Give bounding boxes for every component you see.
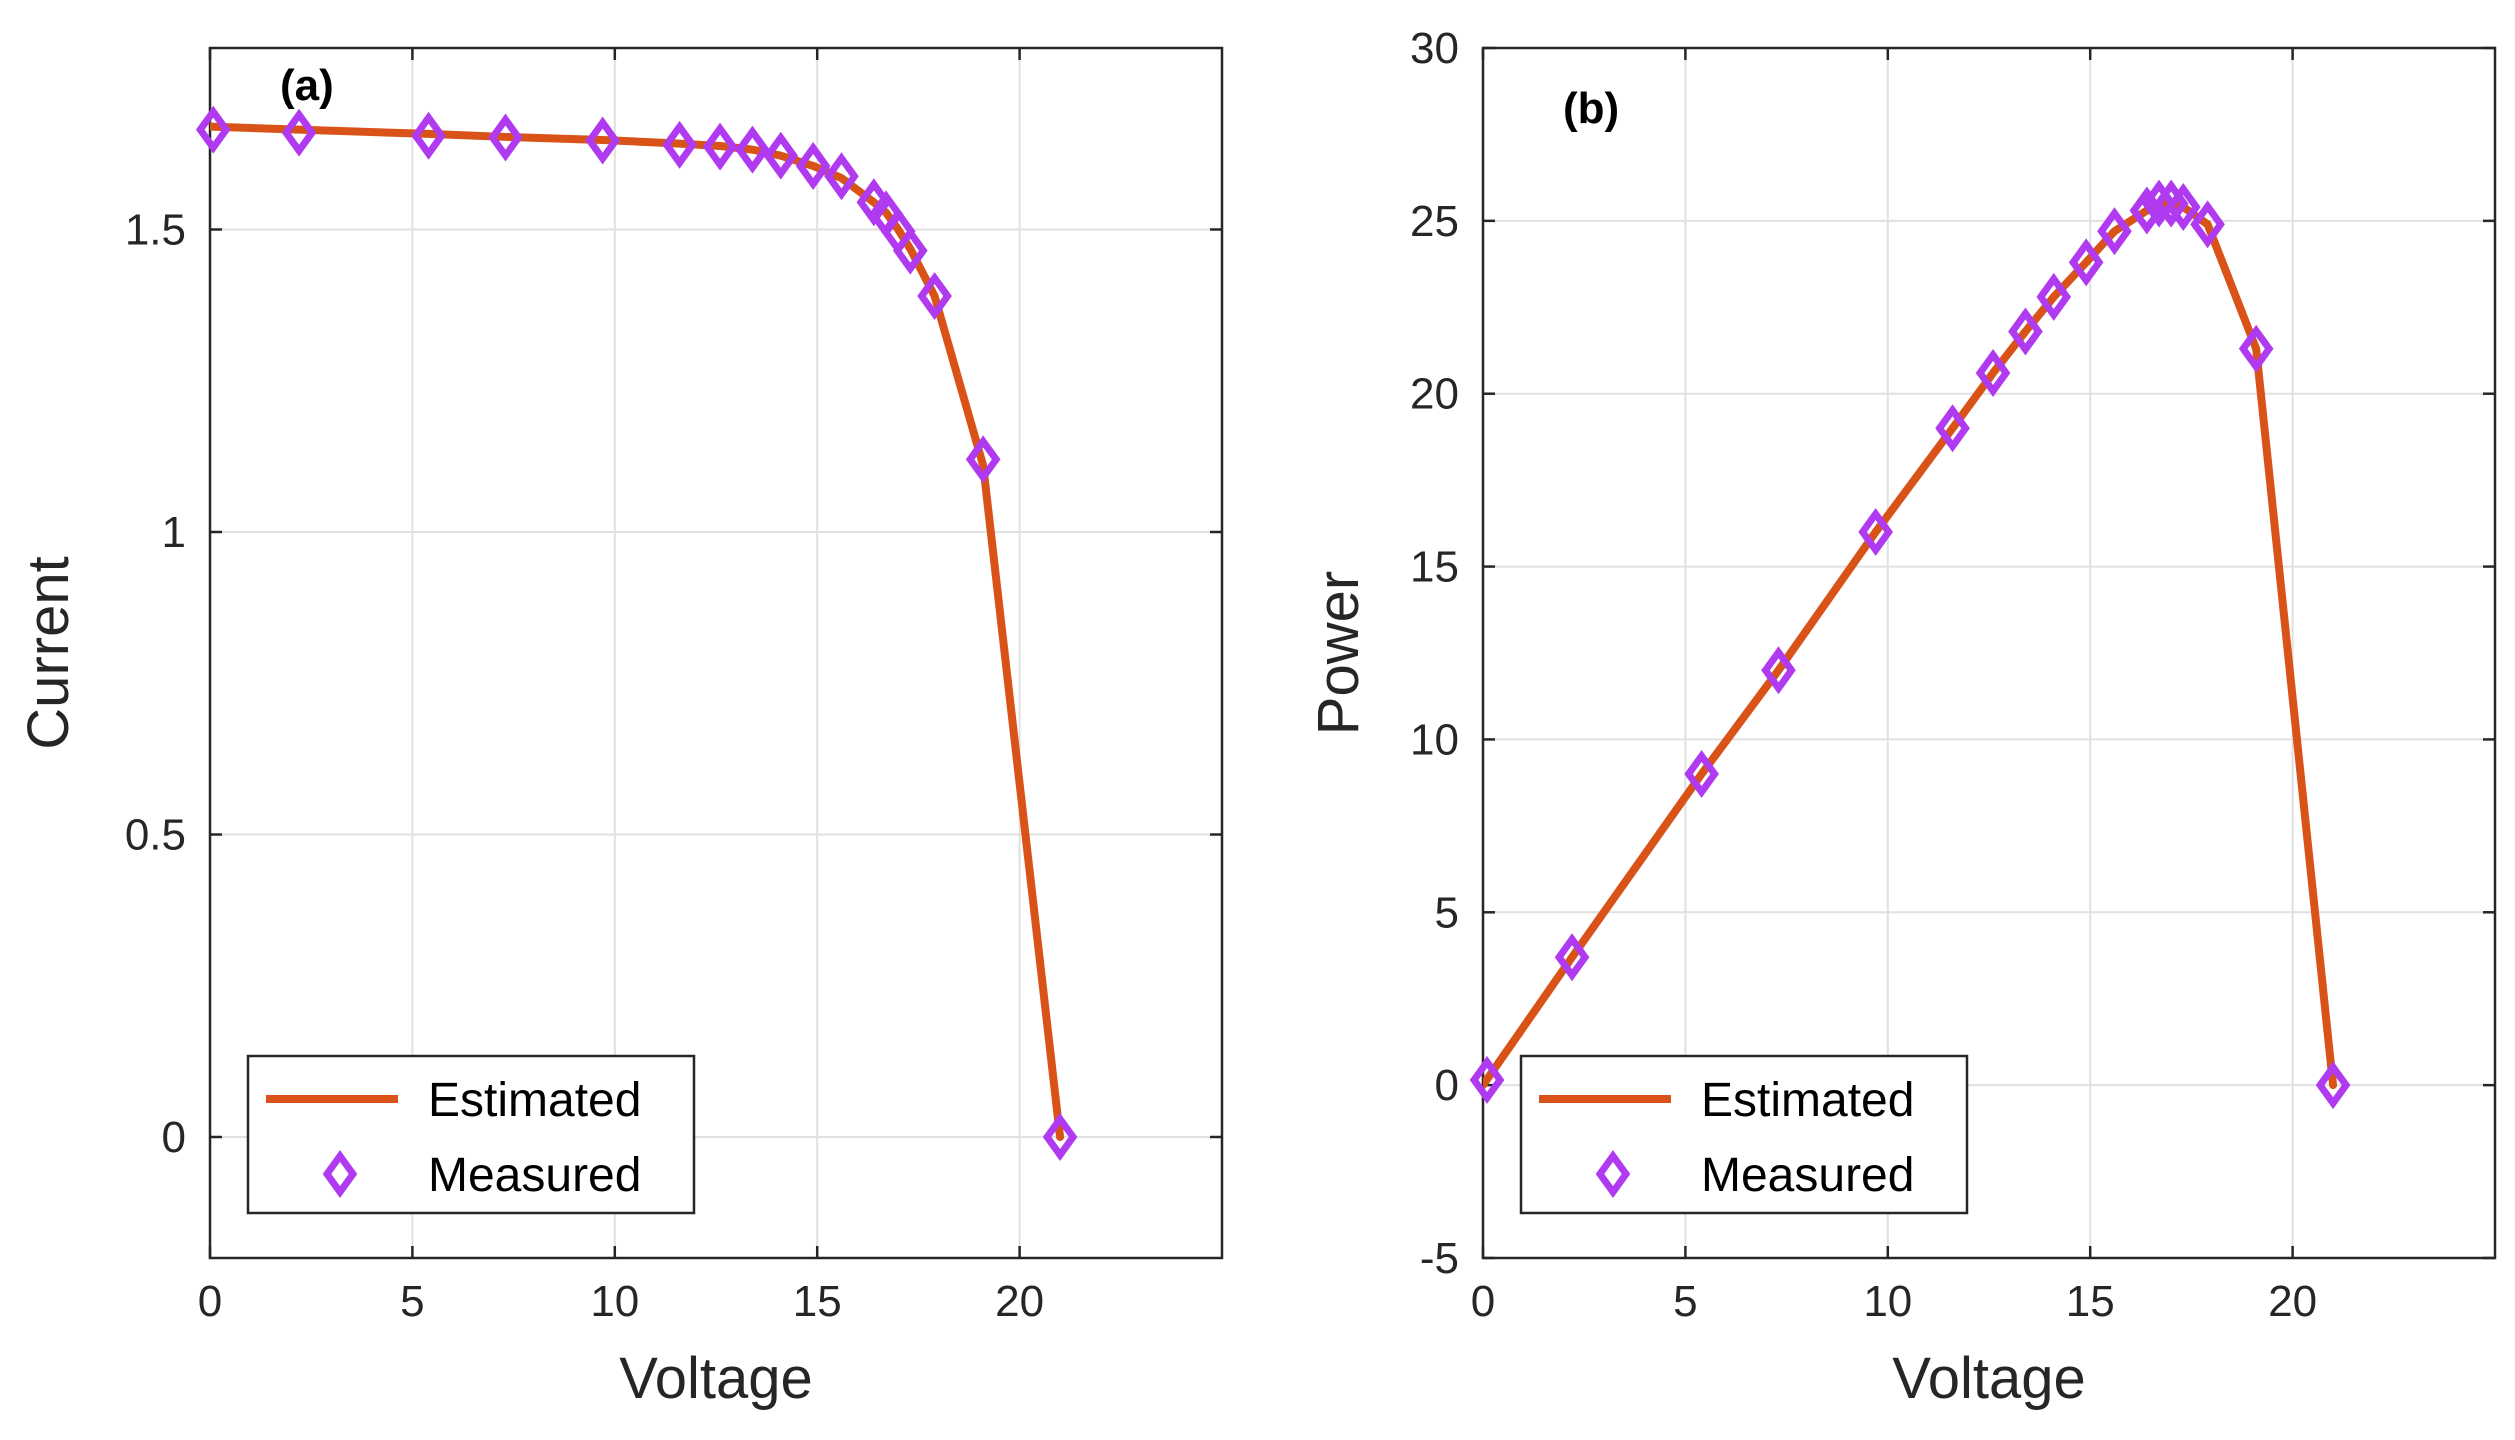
data-layer bbox=[1483, 199, 2338, 1090]
y-tick-label: 15 bbox=[1410, 543, 1459, 592]
legend-box bbox=[246, 1054, 696, 1215]
chart-panel-b: 0 5 10 15 20-5051015202530VoltagePower(b)Est… bbox=[1306, 24, 2497, 1411]
data-point-measured bbox=[1554, 933, 1590, 982]
x-tick-label: 5 bbox=[1673, 1277, 1697, 1326]
x-axis-title: Voltage bbox=[1892, 1346, 2086, 1411]
y-tick-label: 0.5 bbox=[125, 811, 186, 860]
axes-box bbox=[1481, 46, 2497, 1260]
data-point-measured bbox=[2238, 324, 2274, 373]
y-tick-label: -5 bbox=[1420, 1234, 1459, 1283]
data-point-measured bbox=[281, 108, 317, 157]
x-tick-label: 20 bbox=[995, 1277, 1044, 1326]
data-point-measured bbox=[1975, 348, 2011, 397]
data-point-measured bbox=[735, 125, 770, 174]
chart-panel-a: 0 5 10 15 20 0 0.5 1 1.5 Voltage Current (a) Estimat… bbox=[16, 46, 1224, 1411]
legend-label-estimated: Estimated bbox=[428, 1074, 641, 1127]
x-tick-label: 15 bbox=[2066, 1277, 2115, 1326]
data-point-measured bbox=[892, 226, 928, 275]
y-tick-label: 0 bbox=[162, 1113, 186, 1162]
data-point-measured bbox=[1042, 1113, 1078, 1161]
data-point-measured bbox=[2036, 272, 2072, 321]
data-point-measured bbox=[585, 116, 620, 165]
panel-label: (a) bbox=[280, 61, 334, 110]
y-tick-label: 25 bbox=[1410, 197, 1459, 246]
y-tick-label: 5 bbox=[1435, 888, 1459, 937]
data-point-measured bbox=[2165, 183, 2201, 232]
data-point-measured bbox=[2190, 200, 2225, 249]
series-line-estimated bbox=[1483, 199, 2338, 1090]
data-point-measured bbox=[795, 141, 831, 190]
legend-label-measured: Measured bbox=[428, 1149, 641, 1202]
y-tick-label: 1.5 bbox=[125, 206, 186, 255]
legend-swatch-measured bbox=[1595, 1150, 1631, 1198]
x-tick-label: 10 bbox=[1863, 1277, 1912, 1326]
legend: Estimated Measured bbox=[246, 1054, 696, 1215]
x-tick-label: 0 bbox=[1471, 1277, 1495, 1326]
legend-label-estimated: Estimated bbox=[1701, 1074, 1914, 1127]
data-point-measured bbox=[2068, 238, 2104, 287]
x-tick-label: 20 bbox=[2268, 1277, 2317, 1326]
data-point-measured bbox=[2141, 179, 2177, 228]
data-point-measured bbox=[1858, 508, 1893, 556]
y-tick-label: 20 bbox=[1410, 370, 1459, 419]
data-point-measured bbox=[1469, 1055, 1505, 1104]
y-tick-label: 1 bbox=[162, 508, 186, 557]
data-point-measured bbox=[488, 113, 523, 162]
data-point-measured bbox=[2315, 1061, 2351, 1110]
y-axis-title: Power bbox=[1306, 571, 1371, 735]
data-point-measured bbox=[1761, 646, 1796, 695]
data-point-measured bbox=[702, 122, 738, 171]
legend-label-measured: Measured bbox=[1701, 1149, 1914, 1202]
x-axis-title: Voltage bbox=[619, 1346, 813, 1411]
data-point-measured bbox=[1684, 750, 1719, 798]
data-point-measured bbox=[2097, 207, 2132, 256]
legend-box bbox=[1519, 1054, 1969, 1215]
data-point-measured bbox=[917, 272, 952, 321]
axes-box bbox=[208, 46, 1224, 1260]
x-tick-label: 15 bbox=[793, 1277, 842, 1326]
y-axis-title: Current bbox=[16, 556, 81, 749]
panel-label: (b) bbox=[1563, 84, 1619, 133]
data-point-measured bbox=[824, 152, 859, 201]
legend-swatch-measured bbox=[322, 1150, 358, 1198]
data-point-measured bbox=[763, 131, 799, 180]
y-tick-label: 10 bbox=[1410, 715, 1459, 764]
y-tick-label: 0 bbox=[1435, 1061, 1459, 1110]
data-point-measured bbox=[1935, 404, 1970, 453]
y-tick-label: 30 bbox=[1410, 24, 1459, 73]
data-point-measured bbox=[965, 435, 1001, 484]
data-point-measured bbox=[411, 111, 446, 160]
data-point-measured bbox=[195, 105, 231, 154]
x-tick-label: 10 bbox=[590, 1277, 639, 1326]
legend: Estimated Measured bbox=[1519, 1054, 1969, 1215]
data-point-measured bbox=[662, 120, 697, 169]
data-point-measured bbox=[2008, 307, 2043, 356]
x-tick-label: 0 bbox=[198, 1277, 222, 1326]
x-tick-label: 5 bbox=[400, 1277, 424, 1326]
